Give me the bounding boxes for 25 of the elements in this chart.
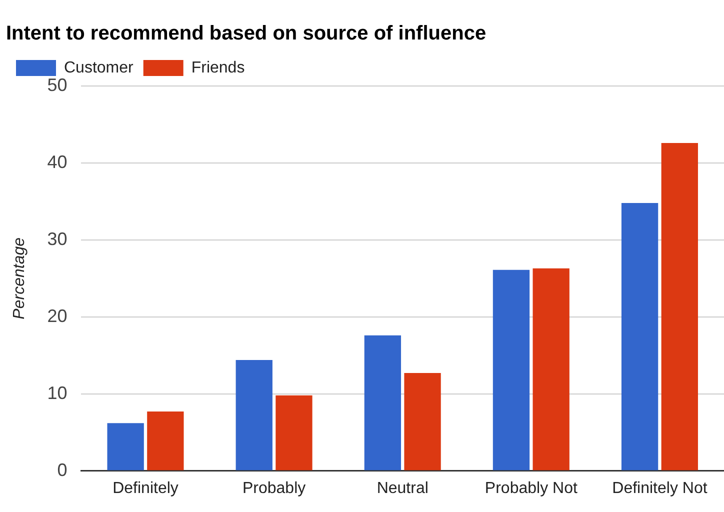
bar — [236, 360, 272, 470]
y-axis-title: Percentage — [11, 237, 28, 320]
bar — [147, 412, 184, 470]
bar — [492, 270, 530, 470]
bar — [621, 202, 658, 470]
y-tick-label: 0 — [57, 460, 68, 480]
bar — [364, 335, 402, 470]
chart-title: Intent to recommend based on source of influence — [6, 22, 486, 45]
legend-label: Customer — [64, 59, 134, 76]
legend-label: Friends — [191, 59, 245, 76]
bar — [276, 395, 312, 470]
y-tick-label: 30 — [47, 228, 68, 249]
y-tick-label: 10 — [47, 382, 68, 403]
y-tick-label: 40 — [47, 152, 68, 172]
bar — [661, 142, 698, 470]
x-tick-label: Probably Not — [484, 480, 578, 497]
x-tick-label: Neutral — [376, 480, 428, 497]
x-tick-label: Definitely Not — [612, 480, 708, 497]
bar — [404, 373, 441, 470]
y-tick-label: 50 — [47, 74, 68, 95]
x-tick-label: Probably — [242, 480, 306, 497]
x-tick-label: Definitely — [112, 480, 178, 497]
bar — [107, 423, 144, 470]
bar — [532, 268, 570, 470]
y-tick-label: 20 — [47, 306, 68, 326]
